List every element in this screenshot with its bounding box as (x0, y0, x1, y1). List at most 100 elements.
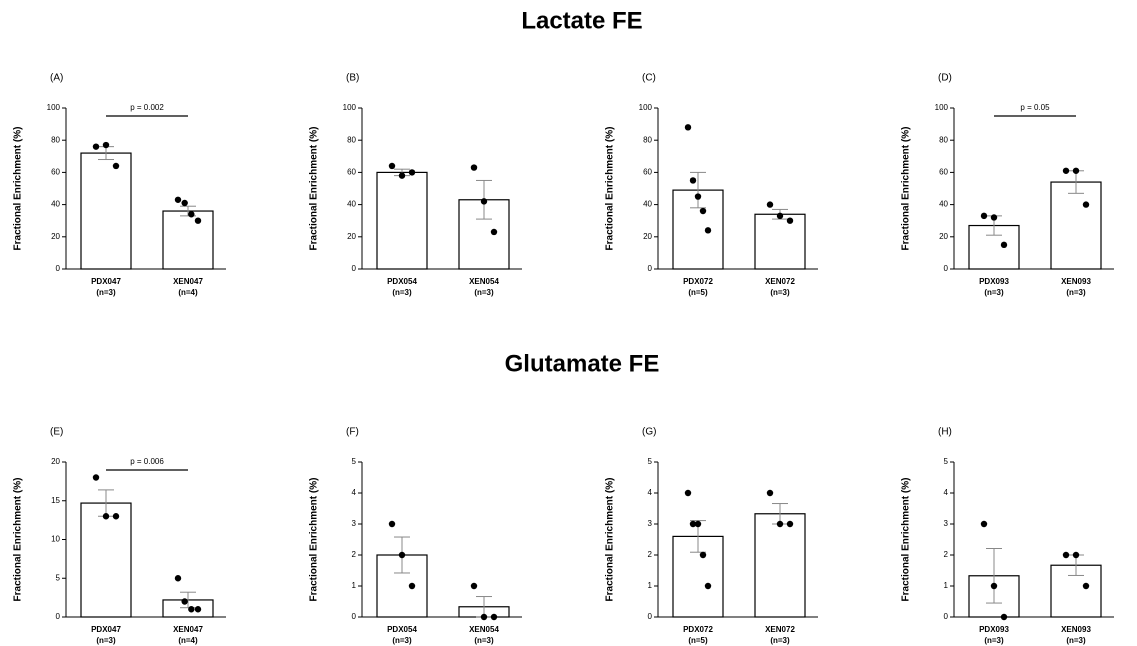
y-axis-label: Fractional Enrichment (%) (13, 127, 24, 251)
y-axis-label: Fractional Enrichment (%) (13, 478, 24, 602)
data-point (689, 520, 697, 528)
y-tick-label: 0 (648, 612, 653, 621)
y-axis-label: Fractional Enrichment (%) (605, 478, 616, 602)
y-tick-label: 60 (643, 168, 652, 177)
data-point (684, 124, 692, 131)
y-tick-label: 5 (56, 573, 61, 582)
p-value: p = 0.05 (1020, 103, 1050, 112)
panel-label: (H) (938, 427, 952, 438)
bar (1050, 181, 1102, 270)
x-tick-label: PDX072 (683, 277, 713, 286)
data-point (1062, 167, 1070, 174)
y-axis-label: Fractional Enrichment (%) (309, 478, 320, 602)
data-point (181, 598, 188, 605)
y-tick-label: 60 (347, 168, 356, 177)
data-point (194, 217, 202, 224)
x-tick-label: XEN054 (469, 277, 499, 286)
data-point (398, 172, 406, 179)
y-tick-label: 60 (939, 168, 948, 177)
y-tick-label: 80 (939, 135, 948, 144)
y-tick-label: 4 (944, 488, 949, 497)
y-axis-label: Fractional Enrichment (%) (605, 127, 616, 251)
data-point (188, 211, 195, 218)
panel-label: (C) (642, 73, 656, 84)
y-tick-label: 100 (47, 103, 61, 112)
data-point (699, 207, 707, 215)
x-tick-sublabel: (n=3) (392, 288, 412, 297)
y-tick-label: 0 (648, 264, 653, 273)
x-tick-label: PDX072 (683, 625, 713, 634)
y-tick-label: 20 (51, 232, 60, 241)
y-axis-label: Fractional Enrichment (%) (309, 127, 320, 251)
y-tick-label: 1 (944, 581, 949, 590)
data-point (1082, 201, 1090, 208)
x-tick-label: PDX047 (91, 277, 121, 286)
data-point (766, 489, 774, 497)
y-tick-label: 80 (347, 135, 356, 144)
section-title: Glutamate FE (505, 350, 660, 377)
y-tick-label: 15 (51, 496, 60, 505)
data-point (684, 489, 692, 497)
y-tick-label: 0 (944, 264, 949, 273)
data-point (388, 520, 396, 528)
data-point (990, 214, 998, 221)
data-point (181, 199, 188, 207)
y-tick-label: 0 (56, 264, 61, 273)
data-point (1000, 613, 1008, 621)
y-tick-label: 0 (352, 264, 357, 273)
data-point (388, 162, 396, 170)
y-tick-label: 2 (352, 550, 357, 559)
data-point (92, 474, 100, 481)
data-point (1062, 551, 1070, 559)
y-tick-label: 100 (935, 103, 949, 112)
x-tick-label: XEN047 (173, 625, 203, 634)
y-tick-label: 80 (51, 135, 60, 144)
x-tick-sublabel: (n=5) (688, 636, 708, 645)
x-tick-sublabel: (n=3) (984, 288, 1004, 297)
data-point (766, 201, 774, 208)
x-tick-label: PDX093 (979, 625, 1009, 634)
y-tick-label: 5 (352, 457, 357, 466)
panel-label: (B) (346, 73, 359, 84)
x-tick-sublabel: (n=3) (1066, 288, 1086, 297)
data-point (112, 513, 120, 520)
data-point (699, 551, 707, 559)
y-tick-label: 2 (648, 550, 653, 559)
y-tick-label: 40 (51, 200, 60, 209)
data-point (694, 520, 702, 528)
data-point (188, 606, 195, 613)
data-point (776, 520, 784, 528)
y-axis-label: Fractional Enrichment (%) (901, 127, 912, 251)
data-point (786, 520, 794, 528)
y-tick-label: 80 (643, 135, 652, 144)
y-tick-label: 1 (648, 581, 653, 590)
x-tick-sublabel: (n=3) (770, 288, 790, 297)
data-point (92, 143, 100, 150)
x-tick-sublabel: (n=3) (770, 636, 790, 645)
data-point (470, 164, 478, 171)
bar (80, 502, 132, 618)
data-point (990, 582, 998, 590)
data-point (776, 212, 784, 220)
x-tick-sublabel: (n=5) (688, 288, 708, 297)
p-value: p = 0.002 (130, 103, 164, 112)
x-tick-label: XEN047 (173, 277, 203, 286)
data-point (1072, 551, 1080, 559)
y-tick-label: 20 (939, 232, 948, 241)
x-tick-label: XEN054 (469, 625, 499, 634)
x-tick-label: XEN072 (765, 625, 795, 634)
data-point (786, 217, 794, 224)
panel-label: (A) (50, 73, 63, 84)
data-point (408, 169, 416, 176)
data-point (980, 520, 988, 528)
x-tick-sublabel: (n=3) (392, 636, 412, 645)
x-tick-sublabel: (n=4) (178, 636, 198, 645)
y-tick-label: 2 (944, 550, 949, 559)
y-tick-label: 100 (639, 103, 653, 112)
y-tick-label: 0 (56, 612, 61, 621)
data-point (408, 582, 416, 590)
y-tick-label: 5 (648, 457, 653, 466)
section-title: Lactate FE (521, 7, 642, 34)
y-tick-label: 0 (944, 612, 949, 621)
